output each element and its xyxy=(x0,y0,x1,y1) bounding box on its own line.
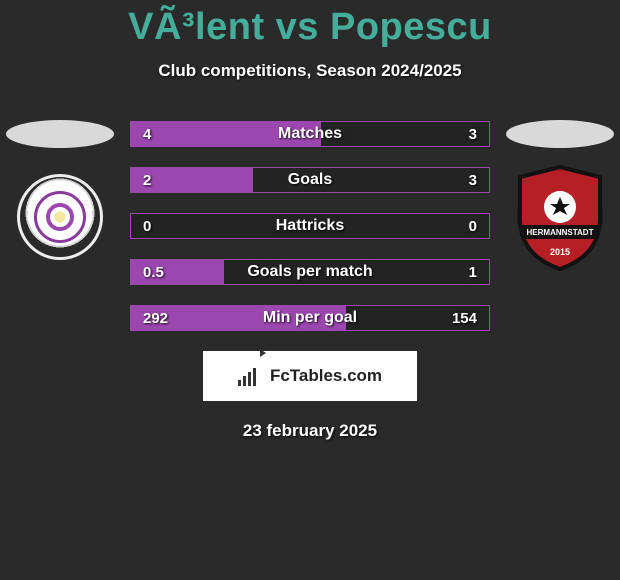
right-player-block: HERMANNSTADT 2015 xyxy=(500,120,620,260)
stat-left-value: 4 xyxy=(131,126,201,143)
stat-label: Goals per match xyxy=(201,263,419,281)
stat-left-value: 2 xyxy=(131,172,201,189)
page-title: VÃ³lent vs Popescu xyxy=(0,0,620,49)
stat-label: Hattricks xyxy=(201,217,419,235)
stat-label: Matches xyxy=(201,125,419,143)
right-club-crest: HERMANNSTADT 2015 xyxy=(517,174,603,260)
left-club-crest xyxy=(17,174,103,260)
right-crest-year: 2015 xyxy=(550,247,570,257)
stat-label: Min per goal xyxy=(201,309,419,327)
stat-left-value: 0 xyxy=(131,218,201,235)
stat-row: 4Matches3 xyxy=(130,121,490,147)
subtitle: Club competitions, Season 2024/2025 xyxy=(0,61,620,81)
stats-bars: 4Matches32Goals30Hattricks00.5Goals per … xyxy=(130,121,490,331)
fctables-logo: FcTables.com xyxy=(203,351,417,401)
arrow-icon xyxy=(260,349,266,357)
stat-right-value: 0 xyxy=(419,218,489,235)
logo-text: FcTables.com xyxy=(270,366,382,386)
stat-right-value: 1 xyxy=(419,264,489,281)
snapshot-date: 23 february 2025 xyxy=(0,421,620,441)
stat-left-value: 292 xyxy=(131,310,201,327)
left-player-block xyxy=(0,120,120,260)
stat-right-value: 154 xyxy=(419,310,489,327)
stat-label: Goals xyxy=(201,171,419,189)
left-player-disc xyxy=(6,120,114,148)
stat-right-value: 3 xyxy=(419,126,489,143)
right-crest-banner-text: HERMANNSTADT xyxy=(527,228,594,237)
stat-right-value: 3 xyxy=(419,172,489,189)
stat-left-value: 0.5 xyxy=(131,264,201,281)
stat-row: 2Goals3 xyxy=(130,167,490,193)
stat-row: 0Hattricks0 xyxy=(130,213,490,239)
stat-row: 292Min per goal154 xyxy=(130,305,490,331)
shield-icon: HERMANNSTADT 2015 xyxy=(510,163,610,271)
right-player-disc xyxy=(506,120,614,148)
stat-row: 0.5Goals per match1 xyxy=(130,259,490,285)
bar-chart-icon xyxy=(238,366,256,386)
